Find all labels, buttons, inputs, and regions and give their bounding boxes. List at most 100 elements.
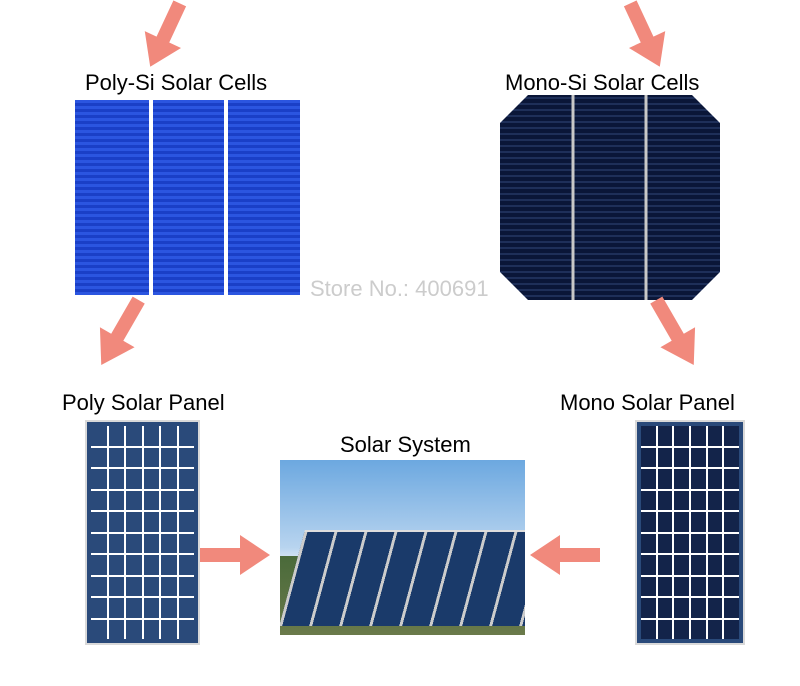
poly-panel-grid [91, 426, 194, 639]
poly-panel-cell [161, 469, 177, 489]
mono-panel-cell [724, 512, 739, 532]
poly-panel-cell [126, 469, 142, 489]
mono-panel-cell [641, 512, 656, 532]
label-mono-cells: Mono-Si Solar Cells [505, 70, 699, 96]
poly-panel-cell [91, 448, 107, 468]
poly-panel-cell [144, 534, 160, 554]
mono-panel-cell [691, 598, 706, 618]
mono-panel-cell [691, 512, 706, 532]
poly-panel-cell [161, 534, 177, 554]
mono-panel-cell [674, 448, 689, 468]
poly-panel-cell [179, 620, 195, 640]
mono-panel-cell [658, 469, 673, 489]
mono-panel-cell [724, 577, 739, 597]
mono-panel-cell [658, 577, 673, 597]
poly-panel-cell [161, 598, 177, 618]
mono-panel-cell [641, 534, 656, 554]
mono-panel-cell [691, 426, 706, 446]
poly-panel-cell [144, 577, 160, 597]
mono-panel-cell [641, 491, 656, 511]
mono-panel-cell [708, 534, 723, 554]
arrow-mid-left [80, 288, 161, 378]
mono-si-cell [500, 95, 720, 300]
label-poly-panel: Poly Solar Panel [62, 390, 225, 416]
mono-panel-cell [641, 469, 656, 489]
mono-panel-cell [691, 620, 706, 640]
poly-panel-cell [109, 512, 125, 532]
mono-panel-cell [658, 448, 673, 468]
poly-si-cell [75, 100, 300, 295]
poly-panel-cell [91, 426, 107, 446]
mono-panel-cell [658, 534, 673, 554]
poly-panel-cell [161, 620, 177, 640]
mono-panel-cell [691, 555, 706, 575]
mono-panel-cell [708, 555, 723, 575]
mono-panel-cell [641, 577, 656, 597]
poly-panel-cell [126, 534, 142, 554]
poly-solar-panel [85, 420, 200, 645]
poly-panel-cell [179, 512, 195, 532]
mono-panel-cell [724, 620, 739, 640]
poly-panel-cell [161, 512, 177, 532]
mono-panel-cell [674, 512, 689, 532]
poly-panel-cell [91, 491, 107, 511]
arrow-mid-right [635, 288, 716, 378]
poly-panel-cell [91, 534, 107, 554]
mono-panel-cell [708, 469, 723, 489]
mono-panel-cell [708, 620, 723, 640]
poly-panel-cell [144, 512, 160, 532]
arrow-bottom-right [530, 530, 600, 580]
mono-panel-cell [724, 534, 739, 554]
poly-panel-cell [109, 598, 125, 618]
poly-panel-cell [179, 448, 195, 468]
mono-panel-cell [724, 448, 739, 468]
label-solar-system: Solar System [340, 432, 471, 458]
poly-panel-cell [91, 577, 107, 597]
poly-panel-cell [179, 491, 195, 511]
poly-busbar-2 [224, 100, 228, 295]
poly-panel-cell [109, 469, 125, 489]
poly-panel-cell [109, 555, 125, 575]
poly-panel-cell [91, 469, 107, 489]
poly-panel-cell [144, 555, 160, 575]
mono-panel-cell [724, 598, 739, 618]
poly-panel-cell [144, 620, 160, 640]
mono-panel-cell [641, 448, 656, 468]
mono-panel-cell [691, 469, 706, 489]
mono-panel-cell [674, 426, 689, 446]
mono-panel-cell [658, 598, 673, 618]
mono-panel-cell [658, 491, 673, 511]
poly-panel-cell [161, 555, 177, 575]
mono-panel-cell [691, 534, 706, 554]
poly-panel-cell [161, 577, 177, 597]
mono-panel-cell [658, 512, 673, 532]
poly-panel-cell [126, 620, 142, 640]
poly-panel-cell [126, 577, 142, 597]
poly-panel-cell [109, 620, 125, 640]
mono-panel-cell [674, 598, 689, 618]
poly-panel-cell [144, 448, 160, 468]
mono-panel-cell [724, 469, 739, 489]
poly-panel-cell [109, 426, 125, 446]
poly-panel-cell [91, 512, 107, 532]
poly-panel-cell [179, 555, 195, 575]
watermark-text: Store No.: 400691 [310, 276, 489, 302]
mono-panel-cell [724, 555, 739, 575]
mono-panel-cell [691, 577, 706, 597]
mono-panel-cell [708, 598, 723, 618]
mono-panel-cell [674, 620, 689, 640]
poly-panel-cell [161, 491, 177, 511]
mono-panel-cell [641, 598, 656, 618]
mono-panel-cell [674, 534, 689, 554]
poly-panel-cell [91, 620, 107, 640]
poly-panel-cell [91, 555, 107, 575]
mono-panel-cell [641, 620, 656, 640]
poly-panel-cell [126, 448, 142, 468]
solar-system-array [280, 530, 525, 626]
mono-panel-cell [708, 448, 723, 468]
label-poly-cells: Poly-Si Solar Cells [85, 70, 267, 96]
poly-panel-cell [144, 491, 160, 511]
poly-panel-cell [144, 426, 160, 446]
label-mono-panel: Mono Solar Panel [560, 390, 735, 416]
mono-panel-cell [674, 491, 689, 511]
